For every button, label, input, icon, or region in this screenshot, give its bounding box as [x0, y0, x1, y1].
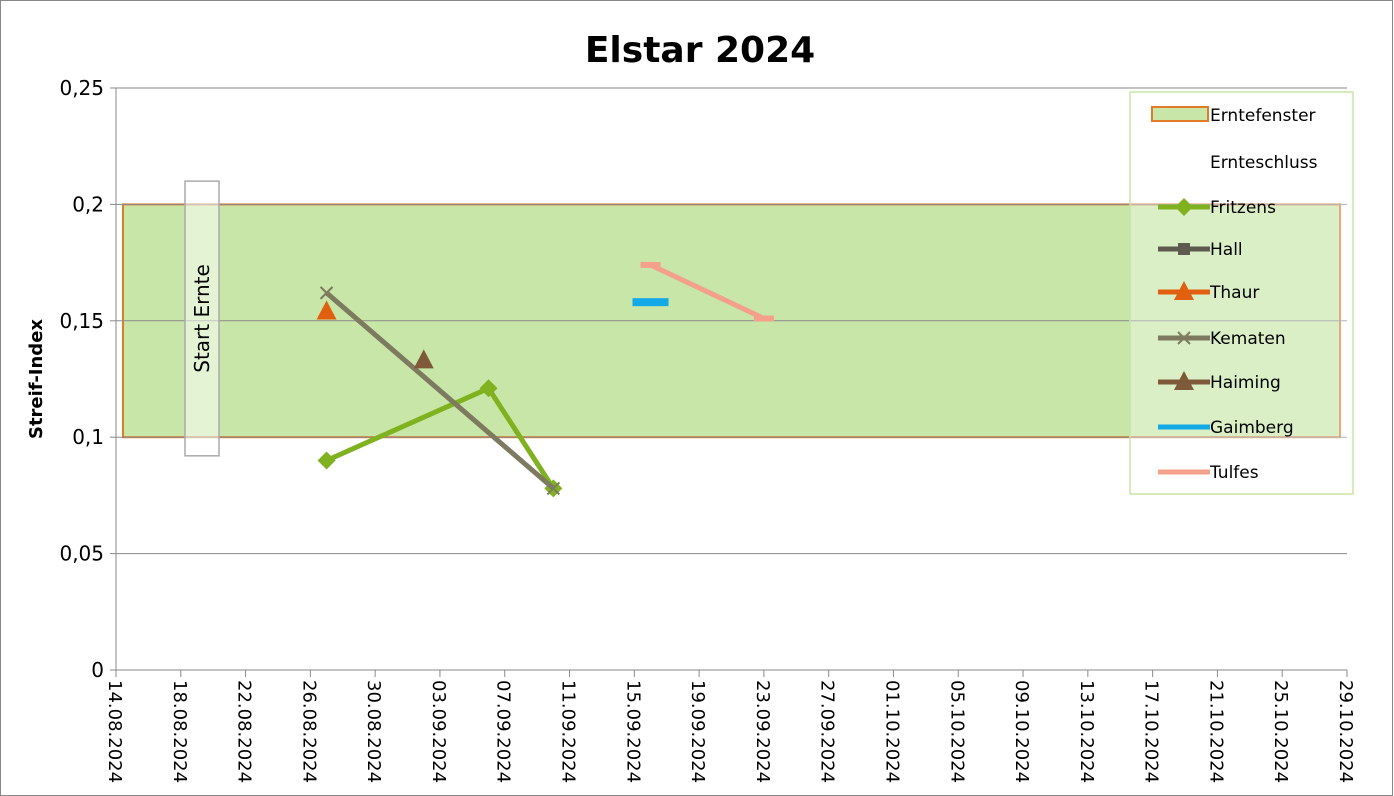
x-tick-label: 03.09.2024: [428, 680, 449, 783]
x-tick-label: 09.10.2024: [1011, 680, 1032, 783]
marker: [753, 315, 774, 322]
y-axis-label: Streif-Index: [26, 319, 47, 439]
legend-label: Kematen: [1210, 329, 1286, 349]
annotation-box: [184, 180, 220, 457]
x-tick-label: 25.10.2024: [1270, 680, 1291, 783]
y-tick-label: 0,2: [72, 192, 104, 216]
marker: [1177, 331, 1191, 345]
marker: [640, 261, 661, 268]
x-tick-label: 27.09.2024: [817, 680, 838, 783]
x-tick-label: 18.08.2024: [169, 680, 190, 783]
y-tick-label: 0,1: [72, 425, 104, 449]
x-tick-label: 15.09.2024: [622, 680, 643, 783]
legend-swatch: [1151, 106, 1209, 122]
x-tick-label: 14.08.2024: [104, 680, 125, 783]
marker: [413, 349, 434, 369]
legend-label: Tulfes: [1209, 463, 1259, 483]
legend-label: Hall: [1210, 240, 1243, 260]
marker: [1178, 243, 1190, 255]
legend-label: Gaimberg: [1210, 418, 1294, 438]
marker: [546, 481, 561, 496]
x-tick-label: 01.10.2024: [881, 680, 902, 783]
x-tick-label: 07.09.2024: [493, 680, 514, 783]
y-tick-label: 0: [91, 658, 104, 682]
x-tick-label: 05.10.2024: [946, 680, 967, 783]
series-line: [324, 290, 555, 491]
marker: [632, 298, 669, 307]
marker: [1174, 371, 1194, 390]
marker: [479, 379, 498, 398]
x-tick-label: 22.08.2024: [234, 680, 255, 783]
marker: [1174, 281, 1194, 300]
marker: [319, 286, 334, 300]
y-tick-label: 0,05: [59, 542, 104, 566]
marker: [317, 451, 336, 470]
legend-label: Fritzens: [1210, 198, 1276, 218]
y-tick-label: 0,25: [59, 76, 104, 100]
x-tick-label: 11.09.2024: [558, 680, 579, 783]
x-tick-label: 19.09.2024: [687, 680, 708, 783]
legend-label: Haiming: [1210, 373, 1281, 393]
x-tick-label: 26.08.2024: [298, 680, 319, 783]
x-tick-label: 21.10.2024: [1205, 680, 1226, 783]
series-line: [649, 262, 765, 321]
x-tick-label: 30.08.2024: [363, 680, 384, 783]
legend-label: Ernteschluss: [1210, 153, 1318, 173]
x-tick-label: 23.09.2024: [752, 680, 773, 783]
marker: [316, 300, 337, 320]
x-tick-label: 29.10.2024: [1335, 680, 1356, 783]
legend-label: Erntefenster: [1210, 106, 1316, 126]
legend-label: Thaur: [1209, 283, 1259, 303]
x-tick-label: 17.10.2024: [1141, 680, 1162, 783]
marker: [1175, 198, 1193, 216]
chart-title: Elstar 2024: [585, 30, 815, 71]
x-tick-label: 13.10.2024: [1076, 680, 1097, 783]
y-tick-label: 0,15: [59, 309, 104, 333]
annotation: Start Ernte: [190, 264, 214, 373]
